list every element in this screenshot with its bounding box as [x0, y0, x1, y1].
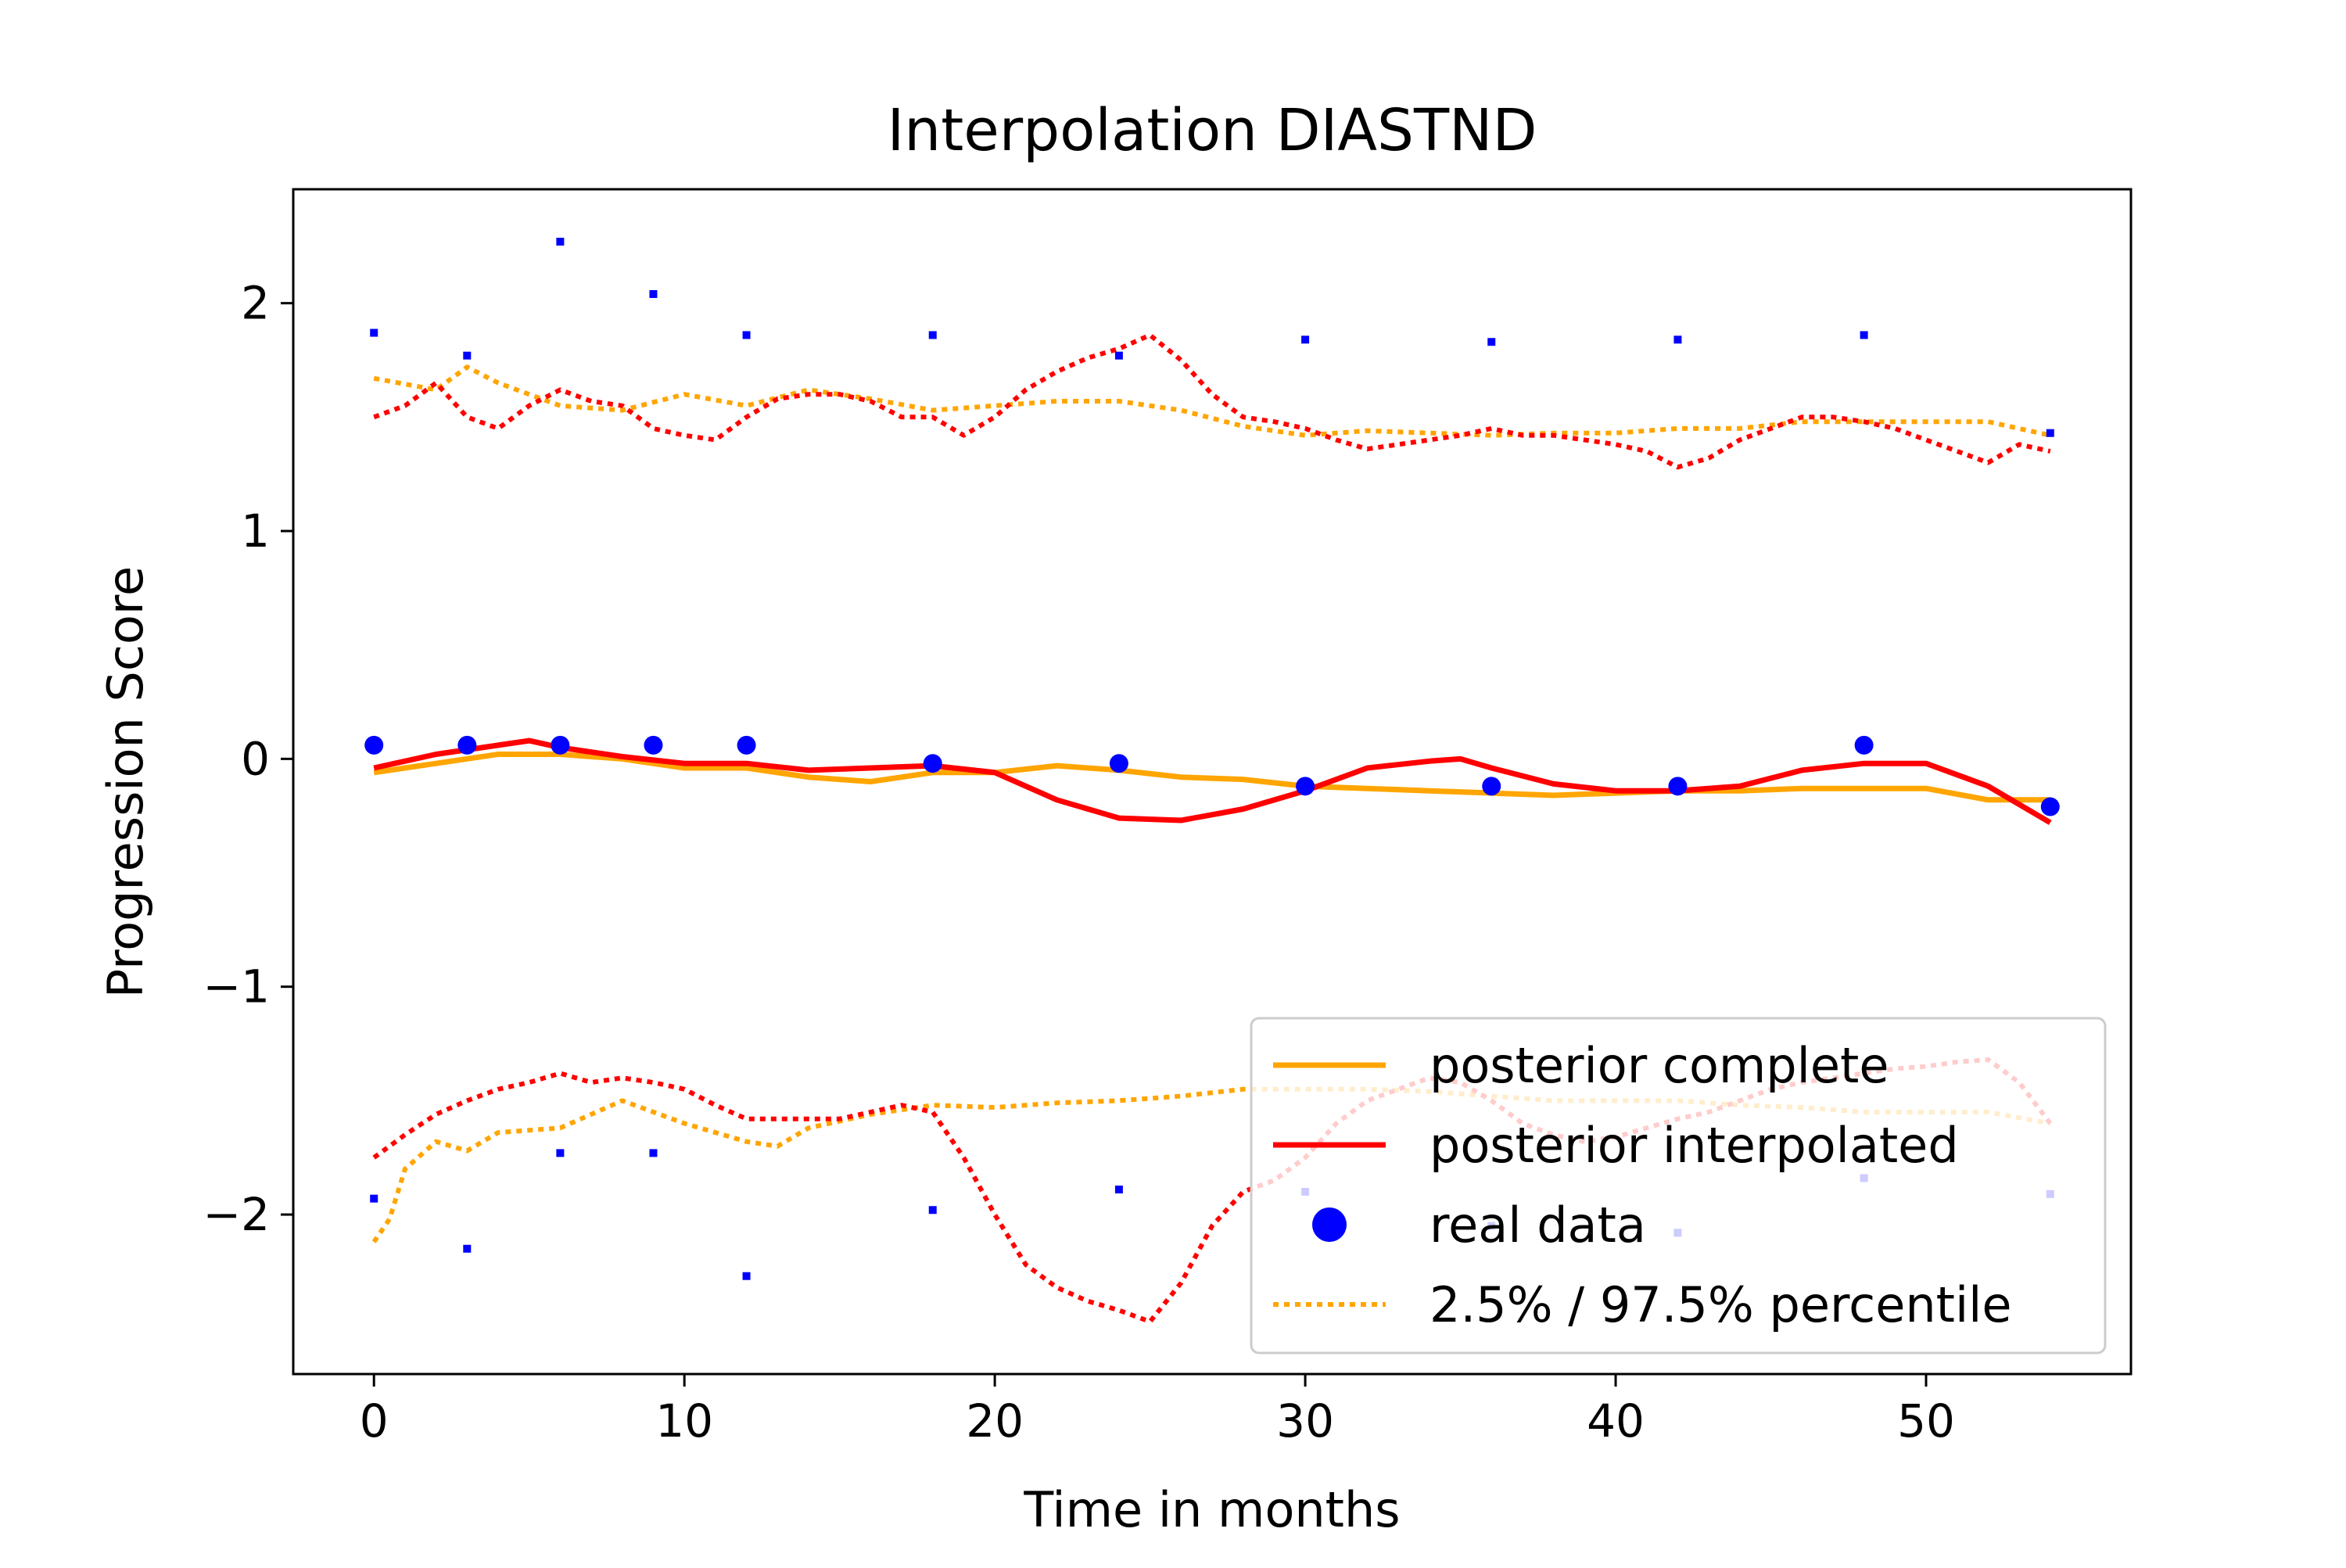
real-data-point: [1668, 777, 1688, 796]
percentile-data-point: [742, 331, 751, 339]
x-tick-label: 20: [966, 1394, 1024, 1448]
percentile-data-point: [556, 1149, 565, 1157]
legend-label: posterior interpolated: [1429, 1117, 1959, 1174]
x-tick-label: 40: [1587, 1394, 1645, 1448]
y-tick-label: 2: [241, 277, 270, 330]
percentile-data-point: [463, 351, 472, 360]
percentile-data-point: [1114, 1186, 1123, 1194]
real-data-point: [457, 735, 477, 755]
percentile-data-point: [928, 1206, 937, 1215]
posterior-complete-line: [373, 752, 2050, 803]
y-tick-label: 1: [241, 504, 270, 558]
y-tick-label: −1: [203, 960, 271, 1014]
percentile-line-3: [373, 364, 2051, 438]
y-tick-label: 0: [241, 732, 270, 785]
x-axis-label: Time in months: [1023, 1481, 1400, 1538]
chart-title: Interpolation DIASTND: [887, 97, 1537, 164]
real-data-point: [644, 735, 663, 755]
posterior-interpolated-line: [373, 737, 2052, 825]
percentile-data-point: [742, 1272, 751, 1280]
real-data-point: [1482, 777, 1501, 796]
percentile-data-point: [649, 1149, 658, 1157]
real-data-point: [1109, 754, 1128, 773]
percentile-line-5: [373, 332, 2051, 470]
percentile-data-point: [370, 1194, 378, 1203]
real-data-point: [923, 754, 942, 773]
percentile-data-point: [463, 1244, 472, 1253]
percentile-data-point: [556, 238, 565, 246]
x-tick-label: 0: [360, 1394, 389, 1448]
y-tick-label: −2: [203, 1188, 271, 1241]
percentile-line-4: [371, 1086, 2051, 1243]
legend-label: real data: [1429, 1197, 1646, 1254]
percentile-data-point: [370, 328, 378, 337]
x-tick-label: 10: [655, 1394, 713, 1448]
real-data-point: [1296, 777, 1315, 796]
legend-box: [1250, 1017, 2107, 1355]
percentile-data-point: [1114, 351, 1123, 360]
legend-label: 2.5% / 97.5% percentile: [1429, 1276, 2012, 1333]
real-data-point: [737, 735, 756, 755]
percentile-data-point: [1860, 331, 1868, 339]
percentile-data-point: [1673, 335, 1682, 344]
legend-label: posterior complete: [1429, 1037, 1889, 1094]
real-data-point: [2040, 797, 2060, 816]
real-data-point: [551, 735, 570, 755]
axes: 0 10 20 30 40 50 −2 −1 0 1 2: [203, 188, 2133, 1448]
percentile-data-point: [2046, 429, 2054, 437]
y-axis-label: Progression Score: [97, 566, 154, 998]
real-data-point: [1854, 735, 1874, 755]
legend: posterior complete posterior interpolated…: [1250, 1017, 2107, 1355]
percentile-data-point: [649, 290, 658, 299]
percentile-data-point: [928, 331, 937, 339]
legend-marker-real-data: [1312, 1207, 1347, 1242]
percentile-data-point: [1301, 335, 1310, 344]
x-tick-label: 50: [1897, 1394, 1955, 1448]
plot-frame: [292, 188, 2133, 1376]
x-tick-label: 30: [1276, 1394, 1334, 1448]
real-data-point: [364, 735, 384, 755]
percentile-data-point: [1487, 338, 1496, 346]
